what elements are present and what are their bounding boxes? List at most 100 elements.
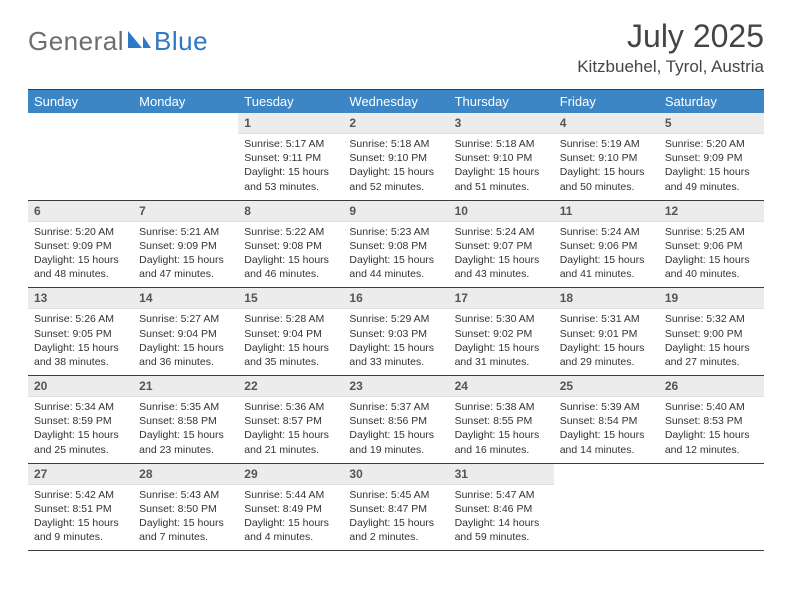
day-number: 19 bbox=[659, 288, 764, 309]
day-number: 27 bbox=[28, 464, 133, 485]
calendar-week-row: 27Sunrise: 5:42 AMSunset: 8:51 PMDayligh… bbox=[28, 463, 764, 550]
page-header: General Blue July 2025 Kitzbuehel, Tyrol… bbox=[28, 18, 764, 81]
calendar-day-cell: 4Sunrise: 5:19 AMSunset: 9:10 PMDaylight… bbox=[554, 113, 659, 200]
day-details: Sunrise: 5:30 AMSunset: 9:02 PMDaylight:… bbox=[449, 309, 554, 375]
week-separator bbox=[28, 550, 764, 551]
day-number: 30 bbox=[343, 464, 448, 485]
calendar-day-cell: .. bbox=[28, 113, 133, 200]
weekday-header: Friday bbox=[554, 90, 659, 114]
day-number: 4 bbox=[554, 113, 659, 134]
calendar-day-cell: 23Sunrise: 5:37 AMSunset: 8:56 PMDayligh… bbox=[343, 376, 448, 463]
day-number: 24 bbox=[449, 376, 554, 397]
calendar-day-cell: 29Sunrise: 5:44 AMSunset: 8:49 PMDayligh… bbox=[238, 463, 343, 550]
weekday-header: Monday bbox=[133, 90, 238, 114]
day-details: Sunrise: 5:44 AMSunset: 8:49 PMDaylight:… bbox=[238, 485, 343, 551]
calendar-head: SundayMondayTuesdayWednesdayThursdayFrid… bbox=[28, 90, 764, 114]
day-number: 29 bbox=[238, 464, 343, 485]
day-number: 12 bbox=[659, 201, 764, 222]
logo-sail-icon bbox=[126, 28, 152, 55]
day-details: Sunrise: 5:37 AMSunset: 8:56 PMDaylight:… bbox=[343, 397, 448, 463]
day-details: Sunrise: 5:24 AMSunset: 9:06 PMDaylight:… bbox=[554, 222, 659, 288]
day-number: 7 bbox=[133, 201, 238, 222]
day-number: 15 bbox=[238, 288, 343, 309]
day-number: 3 bbox=[449, 113, 554, 134]
day-number: 13 bbox=[28, 288, 133, 309]
day-details: Sunrise: 5:31 AMSunset: 9:01 PMDaylight:… bbox=[554, 309, 659, 375]
day-details: Sunrise: 5:19 AMSunset: 9:10 PMDaylight:… bbox=[554, 134, 659, 200]
day-number: 8 bbox=[238, 201, 343, 222]
calendar-day-cell: 12Sunrise: 5:25 AMSunset: 9:06 PMDayligh… bbox=[659, 200, 764, 287]
calendar-day-cell: 13Sunrise: 5:26 AMSunset: 9:05 PMDayligh… bbox=[28, 288, 133, 375]
day-number: 21 bbox=[133, 376, 238, 397]
day-details: Sunrise: 5:17 AMSunset: 9:11 PMDaylight:… bbox=[238, 134, 343, 200]
calendar-table: SundayMondayTuesdayWednesdayThursdayFrid… bbox=[28, 89, 764, 551]
calendar-day-cell: 16Sunrise: 5:29 AMSunset: 9:03 PMDayligh… bbox=[343, 288, 448, 375]
calendar-day-cell: 7Sunrise: 5:21 AMSunset: 9:09 PMDaylight… bbox=[133, 200, 238, 287]
day-details: Sunrise: 5:24 AMSunset: 9:07 PMDaylight:… bbox=[449, 222, 554, 288]
day-details: Sunrise: 5:28 AMSunset: 9:04 PMDaylight:… bbox=[238, 309, 343, 375]
weekday-header: Wednesday bbox=[343, 90, 448, 114]
calendar-day-cell: 2Sunrise: 5:18 AMSunset: 9:10 PMDaylight… bbox=[343, 113, 448, 200]
calendar-day-cell: 18Sunrise: 5:31 AMSunset: 9:01 PMDayligh… bbox=[554, 288, 659, 375]
calendar-day-cell: 30Sunrise: 5:45 AMSunset: 8:47 PMDayligh… bbox=[343, 463, 448, 550]
weekday-header: Sunday bbox=[28, 90, 133, 114]
calendar-day-cell: 14Sunrise: 5:27 AMSunset: 9:04 PMDayligh… bbox=[133, 288, 238, 375]
calendar-day-cell: 22Sunrise: 5:36 AMSunset: 8:57 PMDayligh… bbox=[238, 376, 343, 463]
calendar-day-cell: 20Sunrise: 5:34 AMSunset: 8:59 PMDayligh… bbox=[28, 376, 133, 463]
day-number: 26 bbox=[659, 376, 764, 397]
calendar-week-row: ....1Sunrise: 5:17 AMSunset: 9:11 PMDayl… bbox=[28, 113, 764, 200]
day-details: Sunrise: 5:34 AMSunset: 8:59 PMDaylight:… bbox=[28, 397, 133, 463]
day-details: Sunrise: 5:26 AMSunset: 9:05 PMDaylight:… bbox=[28, 309, 133, 375]
day-details: Sunrise: 5:47 AMSunset: 8:46 PMDaylight:… bbox=[449, 485, 554, 551]
day-number: 9 bbox=[343, 201, 448, 222]
day-details: Sunrise: 5:25 AMSunset: 9:06 PMDaylight:… bbox=[659, 222, 764, 288]
day-details: Sunrise: 5:45 AMSunset: 8:47 PMDaylight:… bbox=[343, 485, 448, 551]
day-details: Sunrise: 5:36 AMSunset: 8:57 PMDaylight:… bbox=[238, 397, 343, 463]
calendar-page: General Blue July 2025 Kitzbuehel, Tyrol… bbox=[0, 0, 792, 612]
calendar-day-cell: 6Sunrise: 5:20 AMSunset: 9:09 PMDaylight… bbox=[28, 200, 133, 287]
day-details: Sunrise: 5:43 AMSunset: 8:50 PMDaylight:… bbox=[133, 485, 238, 551]
day-details: Sunrise: 5:23 AMSunset: 9:08 PMDaylight:… bbox=[343, 222, 448, 288]
day-details: Sunrise: 5:32 AMSunset: 9:00 PMDaylight:… bbox=[659, 309, 764, 375]
calendar-week-row: 6Sunrise: 5:20 AMSunset: 9:09 PMDaylight… bbox=[28, 200, 764, 287]
day-details: Sunrise: 5:38 AMSunset: 8:55 PMDaylight:… bbox=[449, 397, 554, 463]
day-number: 5 bbox=[659, 113, 764, 134]
calendar-day-cell: 10Sunrise: 5:24 AMSunset: 9:07 PMDayligh… bbox=[449, 200, 554, 287]
day-number: 22 bbox=[238, 376, 343, 397]
day-details: Sunrise: 5:21 AMSunset: 9:09 PMDaylight:… bbox=[133, 222, 238, 288]
day-details: Sunrise: 5:39 AMSunset: 8:54 PMDaylight:… bbox=[554, 397, 659, 463]
weekday-header: Thursday bbox=[449, 90, 554, 114]
logo-text-general: General bbox=[28, 26, 124, 57]
calendar-day-cell: 1Sunrise: 5:17 AMSunset: 9:11 PMDaylight… bbox=[238, 113, 343, 200]
day-number: 6 bbox=[28, 201, 133, 222]
day-details: Sunrise: 5:35 AMSunset: 8:58 PMDaylight:… bbox=[133, 397, 238, 463]
day-number: 16 bbox=[343, 288, 448, 309]
calendar-week-row: 13Sunrise: 5:26 AMSunset: 9:05 PMDayligh… bbox=[28, 288, 764, 375]
day-number: 23 bbox=[343, 376, 448, 397]
day-number: 28 bbox=[133, 464, 238, 485]
day-number: 1 bbox=[238, 113, 343, 134]
calendar-day-cell: 26Sunrise: 5:40 AMSunset: 8:53 PMDayligh… bbox=[659, 376, 764, 463]
day-number: 18 bbox=[554, 288, 659, 309]
day-details: Sunrise: 5:18 AMSunset: 9:10 PMDaylight:… bbox=[343, 134, 448, 200]
day-details: Sunrise: 5:20 AMSunset: 9:09 PMDaylight:… bbox=[659, 134, 764, 200]
day-number: 10 bbox=[449, 201, 554, 222]
day-number: 2 bbox=[343, 113, 448, 134]
calendar-day-cell: 24Sunrise: 5:38 AMSunset: 8:55 PMDayligh… bbox=[449, 376, 554, 463]
calendar-day-cell: 11Sunrise: 5:24 AMSunset: 9:06 PMDayligh… bbox=[554, 200, 659, 287]
day-details: Sunrise: 5:42 AMSunset: 8:51 PMDaylight:… bbox=[28, 485, 133, 551]
calendar-day-cell: 15Sunrise: 5:28 AMSunset: 9:04 PMDayligh… bbox=[238, 288, 343, 375]
day-details: Sunrise: 5:29 AMSunset: 9:03 PMDaylight:… bbox=[343, 309, 448, 375]
calendar-day-cell: 28Sunrise: 5:43 AMSunset: 8:50 PMDayligh… bbox=[133, 463, 238, 550]
day-details: Sunrise: 5:40 AMSunset: 8:53 PMDaylight:… bbox=[659, 397, 764, 463]
calendar-day-cell: 9Sunrise: 5:23 AMSunset: 9:08 PMDaylight… bbox=[343, 200, 448, 287]
calendar-day-cell: 27Sunrise: 5:42 AMSunset: 8:51 PMDayligh… bbox=[28, 463, 133, 550]
day-details: Sunrise: 5:18 AMSunset: 9:10 PMDaylight:… bbox=[449, 134, 554, 200]
calendar-day-cell: 31Sunrise: 5:47 AMSunset: 8:46 PMDayligh… bbox=[449, 463, 554, 550]
calendar-day-cell: .. bbox=[554, 463, 659, 550]
logo-text-blue: Blue bbox=[154, 26, 208, 57]
calendar-day-cell: 21Sunrise: 5:35 AMSunset: 8:58 PMDayligh… bbox=[133, 376, 238, 463]
calendar-day-cell: .. bbox=[133, 113, 238, 200]
weekday-header-row: SundayMondayTuesdayWednesdayThursdayFrid… bbox=[28, 90, 764, 114]
calendar-week-row: 20Sunrise: 5:34 AMSunset: 8:59 PMDayligh… bbox=[28, 376, 764, 463]
